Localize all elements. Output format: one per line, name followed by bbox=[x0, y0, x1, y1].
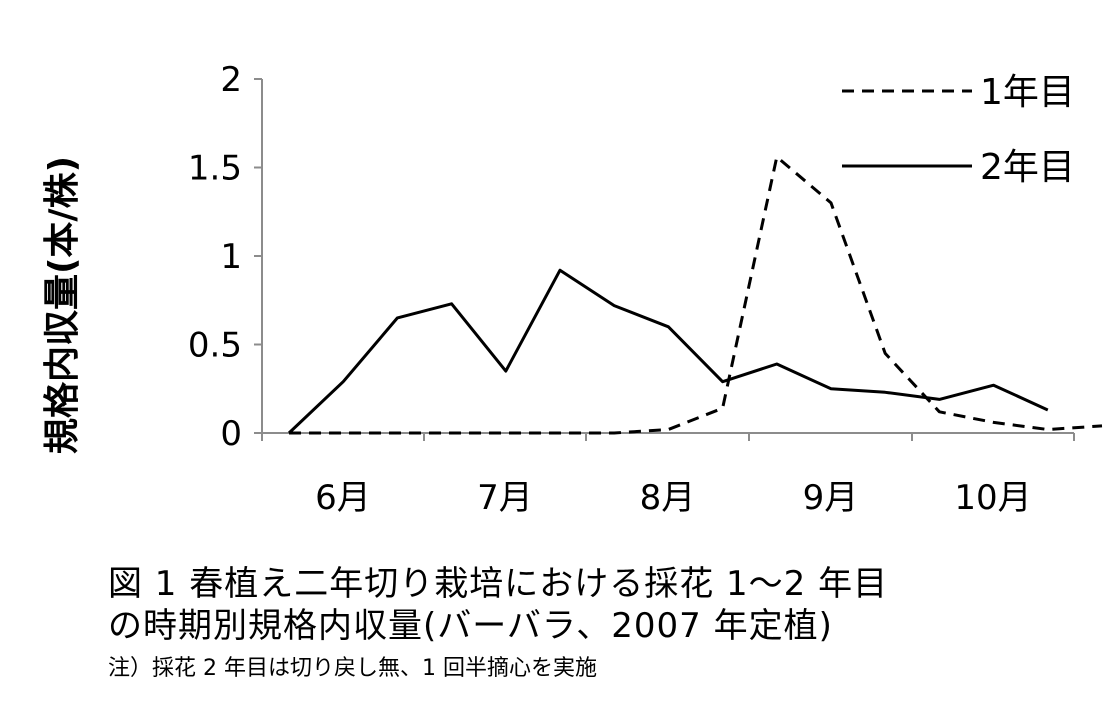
x-tick-label: 6月 bbox=[315, 478, 371, 518]
series-line-2 bbox=[287, 268, 1049, 435]
y-tick-label: 1.5 bbox=[188, 149, 242, 189]
y-tick-label: 0 bbox=[220, 414, 242, 454]
legend-label-1: 1年目 bbox=[980, 72, 1075, 113]
y-tick-label: 1 bbox=[220, 237, 242, 277]
x-tick-labels: 6月 7月 8月 9月 10月 bbox=[315, 478, 1031, 518]
series-lines bbox=[287, 155, 1103, 435]
legend: 1年目 2年目 bbox=[842, 72, 1075, 188]
axes bbox=[254, 78, 1075, 441]
x-tick-label: 7月 bbox=[477, 478, 533, 518]
figure-caption-line-2: の時期別規格内収量(バーバラ、2007 年定植) bbox=[108, 606, 833, 646]
series-line-1 bbox=[289, 155, 1103, 435]
figure-note: 注）採花 2 年目は切り戻し無、1 回半摘心を実施 bbox=[108, 656, 597, 681]
x-tick-label: 10月 bbox=[954, 478, 1031, 518]
y-tick-label: 0.5 bbox=[188, 326, 242, 366]
chart: 規格内収量(本/株) 0 0.5 1 1.5 2 6月 7月 8月 9月 10月 1年目 2年目 bbox=[42, 60, 1103, 518]
x-tick-label: 9月 bbox=[803, 478, 859, 518]
y-tick-labels: 0 0.5 1 1.5 2 bbox=[188, 60, 242, 454]
figure-caption-line-1: 図 1 春植え二年切り栽培における採花 1～2 年目 bbox=[108, 564, 889, 604]
x-tick-label: 8月 bbox=[640, 478, 696, 518]
legend-label-2: 2年目 bbox=[980, 147, 1075, 188]
y-tick-label: 2 bbox=[220, 60, 242, 100]
y-axis-title: 規格内収量(本/株) bbox=[42, 156, 83, 454]
